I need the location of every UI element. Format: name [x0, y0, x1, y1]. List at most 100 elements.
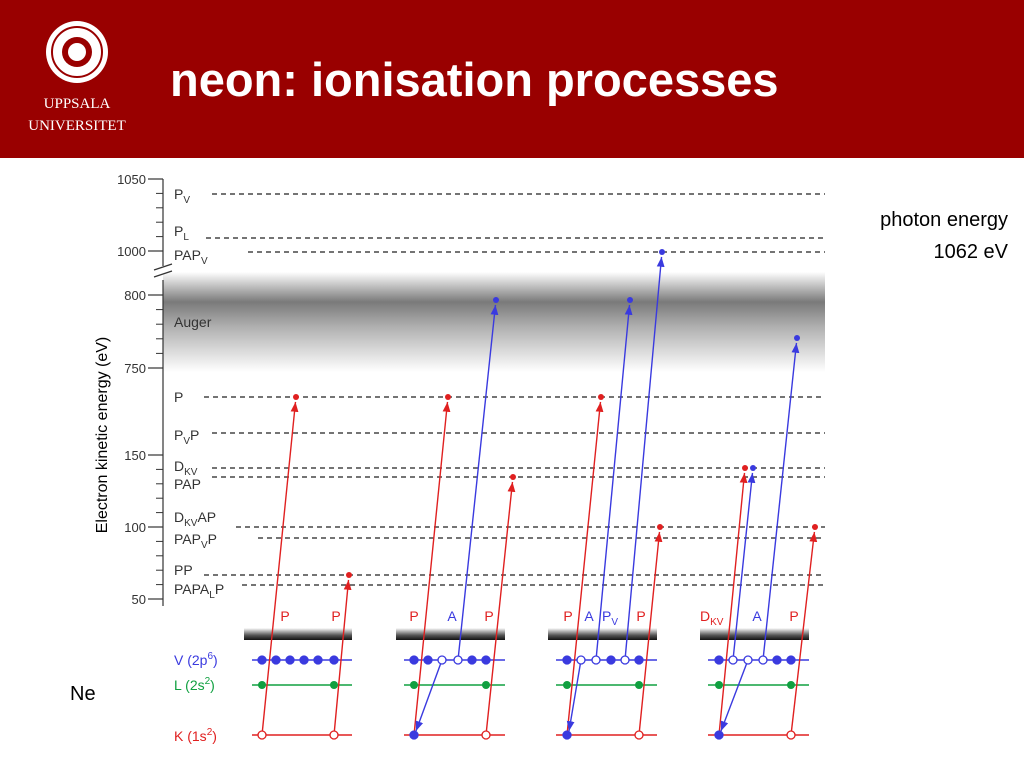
electron-dot [510, 474, 516, 480]
label: V (2p6) [174, 651, 218, 668]
label: DKV [174, 458, 198, 478]
electron [409, 730, 419, 740]
label-text: D [174, 509, 184, 525]
electron [271, 655, 281, 665]
label-text: P [174, 389, 183, 405]
transition-arrow [624, 256, 665, 661]
electron [606, 655, 616, 665]
electron-dot [627, 297, 633, 303]
label-text: A [447, 608, 457, 624]
transition-arrow [720, 659, 749, 732]
electron-dot [794, 335, 800, 341]
electron [562, 730, 572, 740]
circle [68, 43, 86, 61]
circle [51, 26, 103, 78]
label: P [174, 389, 183, 405]
tick-label: 50 [132, 592, 146, 607]
superscript: 6 [207, 651, 213, 662]
electron-dot [493, 297, 499, 303]
electron [715, 681, 723, 689]
label: PAP [174, 476, 201, 492]
tick-label: 1050 [117, 172, 146, 187]
electron [409, 655, 419, 665]
label-text: P [789, 608, 798, 624]
electron [437, 655, 447, 665]
subscript: V [201, 540, 208, 551]
electron [329, 730, 339, 740]
logo-text: UPPSALA [44, 96, 111, 112]
electron [285, 655, 295, 665]
transition-arrow [732, 472, 756, 661]
subscript: L [209, 590, 215, 601]
label-text: AP [197, 509, 216, 525]
electron [453, 655, 463, 665]
electron-dot [598, 394, 604, 400]
label: PAPALP [174, 581, 224, 601]
label: P [280, 608, 289, 624]
transition-arrow [457, 304, 499, 661]
label: A [584, 608, 594, 624]
electron [635, 681, 643, 689]
electron [786, 730, 796, 740]
label-text: A [752, 608, 762, 624]
subscript: KV [184, 518, 198, 529]
note: photon energy [880, 209, 1008, 231]
electron [410, 681, 418, 689]
electron [728, 655, 738, 665]
superscript: 2 [207, 727, 213, 738]
electron [714, 730, 724, 740]
label: P [636, 608, 645, 624]
electron [330, 681, 338, 689]
label-text: P [174, 186, 183, 202]
electron [481, 730, 491, 740]
label: DKVAP [174, 509, 216, 529]
label-text: P [484, 608, 493, 624]
continuum [244, 628, 352, 640]
tick-label: 800 [124, 288, 146, 303]
label-text: P [190, 427, 199, 443]
label-text: PP [174, 562, 193, 578]
subscript: V [611, 617, 618, 628]
tick-label: 1000 [117, 244, 146, 259]
logo-seal [46, 21, 108, 83]
label-text: V (2p [174, 652, 208, 668]
transition-arrow [595, 304, 633, 661]
label: PAPV [174, 247, 208, 267]
subscript: V [183, 436, 190, 447]
tick-label: 100 [124, 520, 146, 535]
label-text: P [409, 608, 418, 624]
label-text: PAPA [174, 581, 210, 597]
label: PVP [174, 427, 199, 447]
electron-dot [445, 394, 451, 400]
electron [787, 681, 795, 689]
label: PL [174, 223, 189, 243]
label-text: D [700, 608, 710, 624]
note: 1062 eV [933, 241, 1008, 263]
label-text: PAP [174, 247, 201, 263]
label-text: P [174, 223, 183, 239]
transition-arrow [485, 481, 516, 736]
electron [482, 681, 490, 689]
label: PV [602, 608, 618, 628]
label-text: PAP [174, 531, 201, 547]
electron [772, 655, 782, 665]
electron [634, 730, 644, 740]
label: A [752, 608, 762, 624]
label: P [563, 608, 572, 624]
electron-dot [657, 524, 663, 530]
continuum [700, 628, 809, 640]
superscript: 2 [205, 676, 211, 687]
electron [714, 655, 724, 665]
label-text: A [584, 608, 594, 624]
subscript: L [183, 232, 189, 243]
transition-arrow [762, 342, 800, 661]
transition-arrow [790, 531, 818, 736]
tick-label: 150 [124, 448, 146, 463]
label: P [484, 608, 493, 624]
subscript: V [183, 195, 190, 206]
electron [481, 655, 491, 665]
subscript: V [201, 256, 208, 267]
diagram: 1050100080075015010050PVPLPAPVPPVPDKVPAP… [117, 172, 825, 744]
electron [562, 655, 572, 665]
